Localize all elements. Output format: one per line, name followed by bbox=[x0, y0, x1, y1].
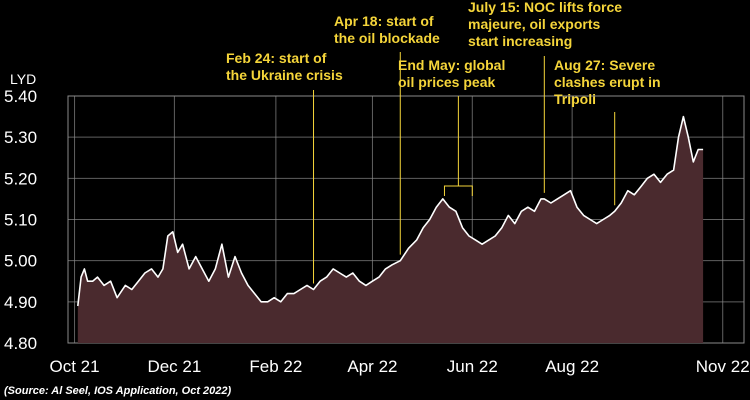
annotation-text: End May: global oil prices peak bbox=[398, 57, 505, 90]
annotation-line: clashes erupt in bbox=[554, 74, 661, 90]
annotation-line: oil prices peak bbox=[398, 74, 495, 90]
x-tick-label: Oct 21 bbox=[50, 357, 100, 376]
x-tick-label: Apr 22 bbox=[347, 357, 397, 376]
chart-area bbox=[77, 115, 704, 343]
annotation-line: the Ukraine crisis bbox=[226, 67, 343, 83]
chart-annotations: Feb 24: start of the Ukraine crisis Apr 18… bbox=[226, 0, 661, 284]
x-tick-label: Feb 22 bbox=[249, 357, 302, 376]
annotation-line: Apr 18: start of bbox=[334, 13, 434, 29]
x-tick-label: Aug 22 bbox=[545, 357, 599, 376]
x-tick-label: Jun 22 bbox=[447, 357, 498, 376]
y-tick-label: 5.00 bbox=[4, 252, 37, 271]
annotation-text: Aug 27: Severe clashes erupt in Tripoli bbox=[554, 57, 661, 107]
annotation-text: Feb 24: start of the Ukraine crisis bbox=[226, 50, 343, 83]
annotation-line: End May: global bbox=[398, 57, 505, 73]
x-tick-label: Dec 21 bbox=[147, 357, 201, 376]
y-tick-label: 5.40 bbox=[4, 87, 37, 106]
series-line bbox=[77, 115, 704, 307]
annotation-line: start increasing bbox=[468, 33, 572, 49]
y-tick-label: 5.20 bbox=[4, 169, 37, 188]
annotation-text: July 15: NOC lifts force majeure, oil exp… bbox=[468, 0, 622, 49]
source-note: (Source: Al Seel, IOS Application, Oct 2… bbox=[4, 385, 232, 397]
annotation-line: Feb 24: start of bbox=[226, 50, 327, 66]
chart-axes: 5.40 5.30 5.20 5.10 5.00 4.90 4.80 Oct 21 Dec 21… bbox=[4, 87, 750, 376]
y-tick-label: 4.80 bbox=[4, 334, 37, 353]
annotation-line: majeure, oil exports bbox=[468, 16, 600, 32]
annotation-line: Aug 27: Severe bbox=[554, 57, 655, 73]
annotation-bracket bbox=[443, 185, 473, 196]
y-axis-unit-label: LYD bbox=[10, 71, 36, 87]
annotation-line: Tripoli bbox=[554, 91, 596, 107]
y-tick-label: 5.30 bbox=[4, 128, 37, 147]
annotation-text: Apr 18: start of the oil blockade bbox=[334, 13, 440, 46]
annotation-line: the oil blockade bbox=[334, 30, 440, 46]
y-tick-label: 4.90 bbox=[4, 293, 37, 312]
y-tick-label: 5.10 bbox=[4, 211, 37, 230]
x-tick-label: Nov 22 bbox=[696, 357, 750, 376]
annotation-line: July 15: NOC lifts force bbox=[468, 0, 622, 15]
series-area bbox=[77, 116, 704, 343]
